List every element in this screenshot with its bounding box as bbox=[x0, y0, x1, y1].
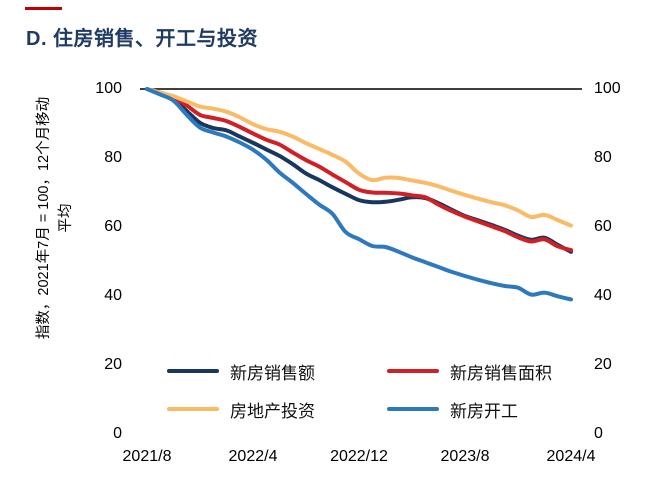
y-tick-label: 0 bbox=[113, 425, 122, 442]
x-tick-label: 2021/8 bbox=[122, 448, 172, 465]
y-tick-label: 20 bbox=[104, 356, 122, 373]
y-tick-label: 80 bbox=[104, 149, 122, 166]
legend-label: 新房销售面积 bbox=[450, 363, 552, 383]
legend-label: 房地产投资 bbox=[230, 401, 315, 421]
legend-item: 新房销售面积 bbox=[387, 360, 552, 383]
y-tick-label: 100 bbox=[594, 80, 621, 97]
y-tick-label: 40 bbox=[104, 287, 122, 304]
legend-item: 房地产投资 bbox=[167, 398, 315, 421]
x-axis-ticks: 2021/8 2022/4 2022/12 2023/8 2024/4 bbox=[0, 447, 645, 469]
legend-item: 新房销售额 bbox=[167, 360, 315, 383]
y-tick-label: 20 bbox=[594, 356, 612, 373]
legend-swatch-icon bbox=[387, 368, 439, 374]
y-tick-label: 0 bbox=[594, 425, 603, 442]
y-axis-ticks-right: 0 20 40 60 80 100 bbox=[594, 0, 639, 484]
y-tick-label: 100 bbox=[95, 80, 122, 97]
legend-swatch-icon bbox=[387, 406, 439, 412]
y-tick-label: 40 bbox=[594, 287, 612, 304]
x-tick-label: 2022/4 bbox=[228, 448, 278, 465]
x-tick-label: 2024/4 bbox=[546, 448, 596, 465]
legend-label: 新房销售额 bbox=[230, 363, 315, 383]
x-tick-label: 2022/12 bbox=[330, 448, 388, 465]
y-axis-ticks-left: 0 20 40 60 80 100 bbox=[0, 0, 122, 484]
y-tick-label: 60 bbox=[594, 218, 612, 235]
legend-swatch-icon bbox=[167, 406, 219, 412]
chart-title: D. 住房销售、开工与投资 bbox=[26, 28, 259, 50]
accent-rule bbox=[25, 7, 62, 10]
y-tick-label: 60 bbox=[104, 218, 122, 235]
x-tick-label: 2023/8 bbox=[440, 448, 490, 465]
legend-label: 新房开工 bbox=[450, 401, 518, 421]
legend-item: 新房开工 bbox=[387, 398, 518, 421]
y-tick-label: 80 bbox=[594, 149, 612, 166]
legend-swatch-icon bbox=[167, 368, 219, 374]
